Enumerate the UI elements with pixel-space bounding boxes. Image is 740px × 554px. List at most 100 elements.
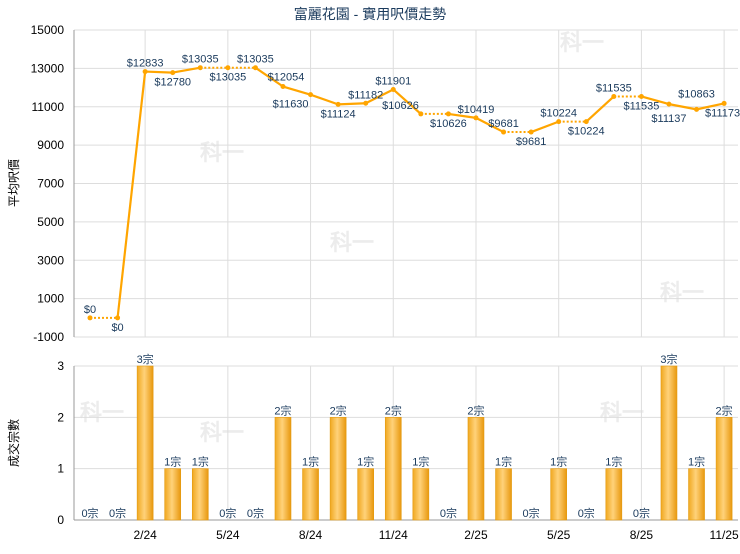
- count-data-label: 0宗: [219, 506, 236, 520]
- price-point: [611, 93, 617, 99]
- count-data-label: 0宗: [440, 506, 457, 520]
- chart-title: 富麗花園 - 實用呎價走勢: [294, 6, 446, 22]
- price-point: [556, 119, 562, 125]
- count-bar: [329, 417, 347, 521]
- price-point: [308, 92, 314, 98]
- watermark: 科一: [560, 30, 604, 55]
- price-segment: [530, 120, 560, 134]
- price-segment: [145, 70, 173, 74]
- price-tick-label: 7000: [37, 177, 64, 191]
- count-bar: [302, 468, 319, 521]
- count-bar: [412, 468, 430, 521]
- price-segment: [282, 85, 311, 96]
- count-bar: [357, 468, 375, 521]
- count-data-label: 0宗: [81, 506, 98, 520]
- price-data-label: $11137: [651, 113, 686, 125]
- price-point: [280, 84, 286, 90]
- count-data-label: 1宗: [302, 455, 319, 469]
- price-segment: [641, 95, 670, 106]
- price-point: [473, 115, 479, 121]
- month-tick-label: 11/24: [379, 528, 408, 542]
- price-data-label: $11535: [596, 82, 632, 94]
- count-data-label: 1宗: [605, 455, 622, 469]
- price-segment: [172, 66, 201, 74]
- price-data-label: $9681: [488, 118, 519, 130]
- count-bar: [274, 417, 292, 521]
- price-point: [501, 129, 507, 135]
- count-bar: [136, 365, 154, 521]
- price-segment: [310, 93, 339, 106]
- price-point: [170, 70, 176, 76]
- month-tick-label: 8/25: [630, 528, 654, 542]
- month-tick-label: 5/24: [216, 528, 240, 542]
- price-segment: [254, 66, 284, 88]
- month-tick-label: 2/25: [464, 528, 488, 542]
- price-segment: [448, 112, 477, 119]
- watermark: 科一: [660, 280, 704, 305]
- price-data-label: $0: [111, 322, 123, 334]
- price-data-label: $11535: [623, 100, 659, 112]
- count-data-label: 2宗: [467, 403, 484, 417]
- price-tick-label: 3000: [37, 253, 64, 267]
- count-data-label: 2宗: [716, 403, 733, 417]
- count-data-label: 1宗: [357, 455, 374, 469]
- price-data-label: $11630: [273, 99, 309, 111]
- price-data-label: $10626: [430, 118, 467, 130]
- count-bar: [715, 417, 733, 521]
- price-segment: [392, 88, 422, 115]
- count-data-label: 1宗: [495, 455, 512, 469]
- price-data-label: $0: [84, 304, 96, 316]
- count-bar: [467, 417, 485, 521]
- count-data-label: 0宗: [109, 506, 126, 520]
- count-data-label: 2宗: [385, 403, 402, 417]
- price-point: [694, 106, 700, 112]
- price-data-label: $11173: [705, 107, 740, 119]
- watermark: 科一: [200, 420, 244, 445]
- price-segment: [116, 71, 147, 318]
- count-data-label: 0宗: [633, 506, 650, 520]
- month-tick-label: 8/24: [299, 528, 323, 542]
- price-point: [638, 93, 644, 99]
- count-bar: [191, 468, 209, 521]
- price-point: [721, 100, 727, 106]
- watermark: 科一: [80, 400, 124, 425]
- month-tick-label: 5/25: [547, 528, 571, 542]
- price-point: [363, 100, 369, 106]
- price-data-label: $12054: [268, 72, 305, 84]
- price-point: [142, 69, 148, 75]
- price-segment: [696, 102, 725, 111]
- price-segment: [338, 102, 366, 106]
- count-tick-label: 3: [57, 359, 64, 373]
- watermark: 科一: [330, 230, 374, 255]
- count-axis-title: 成交宗數: [6, 419, 21, 467]
- price-point: [390, 86, 396, 92]
- price-segment: [475, 116, 505, 134]
- price-point: [197, 65, 203, 71]
- count-data-label: 1宗: [192, 455, 209, 469]
- price-data-label: $9681: [516, 136, 547, 148]
- count-bar: [164, 468, 182, 521]
- price-data-label: $13035: [237, 54, 274, 66]
- price-segment: [585, 95, 615, 123]
- count-data-label: 0宗: [578, 506, 595, 520]
- price-point: [115, 315, 121, 321]
- price-segment: [365, 88, 394, 105]
- count-data-label: 0宗: [523, 506, 540, 520]
- price-data-label: $11182: [348, 89, 383, 101]
- price-data-label: $10626: [382, 100, 419, 112]
- count-bar: [660, 365, 678, 521]
- price-axis-title: 平均呎價: [7, 159, 21, 207]
- price-point: [252, 65, 258, 71]
- price-point: [87, 315, 93, 321]
- watermark: 科一: [600, 400, 644, 425]
- price-data-label: $10224: [568, 126, 605, 138]
- price-tick-label: 11000: [32, 100, 65, 114]
- price-point: [445, 111, 451, 117]
- count-data-label: 3宗: [660, 352, 677, 366]
- count-data-label: 1宗: [412, 455, 429, 469]
- count-bar: [384, 417, 402, 521]
- price-segment: [668, 103, 697, 111]
- price-tick-label: 1000: [37, 292, 64, 306]
- price-point: [418, 111, 424, 117]
